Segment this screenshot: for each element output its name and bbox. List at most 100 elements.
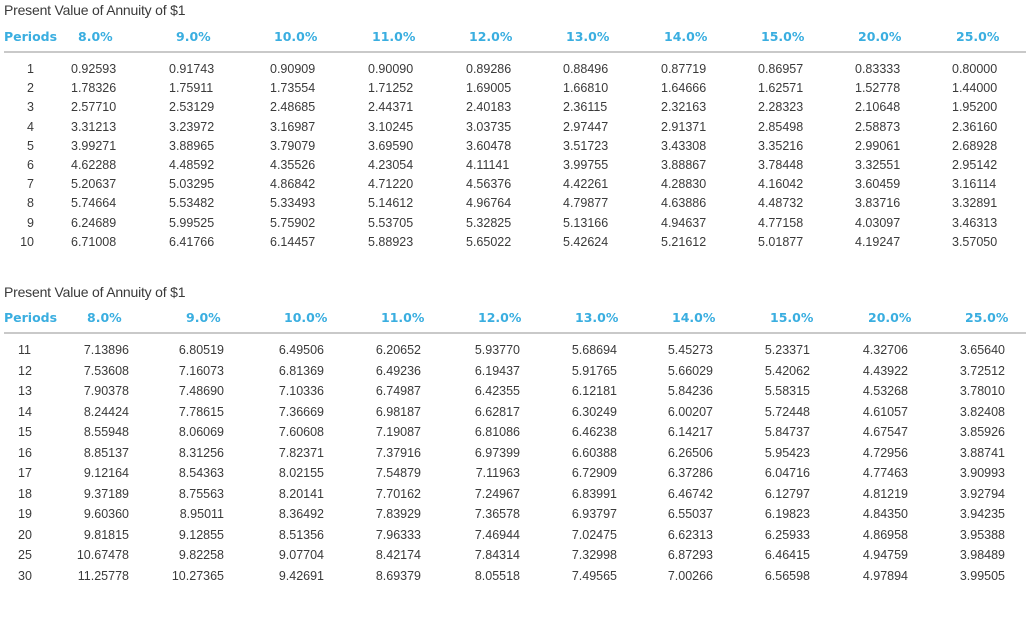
- pv-factor-cell: 8.69379: [375, 568, 421, 583]
- pv-factor-cell: 6.46238: [571, 425, 617, 439]
- pv-factor-cell: 6.46415: [764, 548, 810, 562]
- rate-column-header: 14.0%: [672, 310, 716, 325]
- pv-factor-cell: 6.26506: [667, 445, 713, 460]
- rate-column-header: 15.0%: [761, 29, 805, 44]
- pv-factor-cell: 3.51723: [563, 138, 609, 153]
- pv-factor-cell: 7.53608: [83, 363, 129, 378]
- pv-factor-cell: 4.79877: [563, 196, 609, 211]
- pv-factor-cell: 3.88867: [661, 158, 707, 172]
- pv-factor-cell: 4.28830: [661, 177, 707, 192]
- pv-factor-cell: 2.36160: [952, 119, 998, 134]
- pv-factor-cell: 6.83991: [571, 486, 617, 501]
- pv-factor-cell: 4.48592: [169, 158, 215, 172]
- period-cell: 6: [27, 158, 34, 172]
- pv-factor-cell: 0.89286: [466, 62, 512, 76]
- pv-factor-cell: 3.60459: [855, 177, 901, 192]
- pv-factor-cell: 6.25933: [764, 527, 810, 542]
- pv-factor-cell: 3.57050: [952, 234, 998, 249]
- table-row: 7 5.20637 5.03295 4.86842 4.71220 4.56376 4.42…: [0, 177, 1026, 195]
- table-row: 6 4.62288 4.48592 4.35526 4.23054 4.11141 3.99…: [0, 158, 1026, 176]
- pv-factor-cell: 2.53129: [169, 100, 215, 115]
- pv-factor-cell: 7.60608: [278, 425, 324, 439]
- pv-factor-cell: 3.78448: [758, 158, 804, 172]
- pv-factor-cell: 11.25778: [77, 568, 129, 583]
- pv-factor-cell: 0.83333: [855, 62, 901, 76]
- table-row: 17 9.12164 8.54363 8.02155 7.54879 7.11963 6.7…: [0, 466, 1026, 484]
- table-row: 25 10.67478 9.82258 9.07704 8.42174 7.84314 7.…: [0, 548, 1026, 566]
- table-row: 11 7.13896 6.80519 6.49506 6.20652 5.93770 5.6…: [0, 343, 1026, 361]
- pv-factor-cell: 5.42062: [764, 363, 810, 378]
- pv-factor-cell: 1.52778: [855, 81, 901, 96]
- period-cell: 19: [18, 507, 32, 521]
- rate-column-header: 14.0%: [664, 29, 708, 44]
- pv-factor-cell: 0.80000: [952, 62, 998, 76]
- pv-factor-cell: 7.02475: [571, 527, 617, 542]
- pv-factor-cell: 3.43308: [661, 138, 707, 153]
- pv-factor-cell: 5.74664: [71, 196, 117, 211]
- rate-column-header: 9.0%: [186, 310, 221, 325]
- pv-factor-cell: 2.28323: [758, 100, 804, 115]
- period-cell: 17: [18, 466, 32, 480]
- rate-column-header: 25.0%: [956, 29, 1000, 44]
- pv-factor-cell: 5.88923: [368, 234, 414, 249]
- period-cell: 25: [18, 548, 32, 562]
- pv-factor-cell: 6.49506: [278, 343, 324, 357]
- pv-factor-cell: 5.13166: [563, 215, 609, 230]
- rate-column-header: 10.0%: [274, 29, 318, 44]
- pv-factor-cell: 1.71252: [368, 81, 414, 96]
- pv-factor-cell: 2.40183: [466, 100, 512, 115]
- pv-factor-cell: 1.69005: [466, 81, 512, 96]
- pv-factor-cell: 7.37916: [375, 445, 421, 460]
- pv-factor-cell: 8.75563: [178, 486, 224, 501]
- pv-factor-cell: 4.56376: [466, 177, 512, 192]
- pv-factor-cell: 3.31213: [71, 119, 117, 134]
- rate-column-header: 13.0%: [566, 29, 610, 44]
- rate-column-header: 11.0%: [372, 29, 416, 44]
- pv-factor-cell: 4.43922: [862, 363, 908, 378]
- pv-factor-cell: 8.95011: [179, 507, 224, 521]
- rate-column-header: 8.0%: [87, 310, 122, 325]
- pv-factor-cell: 5.53705: [368, 215, 414, 230]
- period-cell: 18: [18, 486, 32, 501]
- pv-factor-cell: 7.24967: [474, 486, 520, 501]
- pv-factor-cell: 3.65640: [959, 343, 1005, 357]
- pv-factor-cell: 3.03735: [466, 119, 512, 134]
- pv-factor-cell: 7.36669: [278, 404, 324, 419]
- pv-factor-cell: 7.00266: [667, 568, 713, 583]
- pv-factor-cell: 1.95200: [952, 100, 998, 115]
- pv-factor-cell: 5.03295: [169, 177, 215, 192]
- table-row: 20 9.81815 9.12855 8.51356 7.96333 7.46944 7.0…: [0, 528, 1026, 546]
- period-cell: 7: [27, 177, 34, 192]
- pv-factor-cell: 7.49565: [571, 568, 617, 583]
- pv-factor-cell: 9.37189: [83, 486, 129, 501]
- pv-factor-cell: 3.94235: [959, 507, 1005, 521]
- period-cell: 16: [18, 445, 32, 460]
- pv-factor-cell: 4.94637: [661, 215, 707, 230]
- pv-factor-cell: 4.86842: [270, 177, 316, 192]
- rate-column-header: 12.0%: [469, 29, 513, 44]
- pv-factor-cell: 6.19437: [474, 363, 520, 378]
- pv-factor-cell: 3.16114: [952, 177, 997, 192]
- pv-factor-cell: 3.69590: [368, 138, 414, 153]
- pv-factor-cell: 3.99505: [959, 568, 1005, 583]
- pv-factor-cell: 5.01877: [758, 234, 804, 249]
- pv-factor-cell: 6.98187: [375, 404, 421, 419]
- pv-factor-cell: 7.19087: [375, 425, 421, 439]
- pv-factor-cell: 4.42261: [563, 177, 609, 192]
- period-cell: 9: [27, 215, 34, 230]
- pv-factor-cell: 4.61057: [862, 404, 908, 419]
- pv-factor-cell: 2.48685: [270, 100, 316, 115]
- table-row: 3 2.57710 2.53129 2.48685 2.44371 2.40183 2.36…: [0, 100, 1026, 118]
- pv-factor-cell: 4.63886: [661, 196, 707, 211]
- period-cell: 30: [18, 568, 32, 583]
- pv-factor-cell: 0.92593: [71, 62, 117, 76]
- table-2-header-rule: [4, 332, 1026, 334]
- pv-factor-cell: 6.62313: [667, 527, 713, 542]
- pv-factor-cell: 3.99271: [71, 138, 117, 153]
- period-cell: 3: [27, 100, 34, 115]
- table-row: 9 6.24689 5.99525 5.75902 5.53705 5.32825 5.13…: [0, 216, 1026, 234]
- rate-column-header: 10.0%: [284, 310, 328, 325]
- table-row: 19 9.60360 8.95011 8.36492 7.83929 7.36578 6.9…: [0, 507, 1026, 525]
- pv-factor-cell: 2.85498: [758, 119, 804, 134]
- pv-factor-cell: 4.23054: [368, 158, 414, 172]
